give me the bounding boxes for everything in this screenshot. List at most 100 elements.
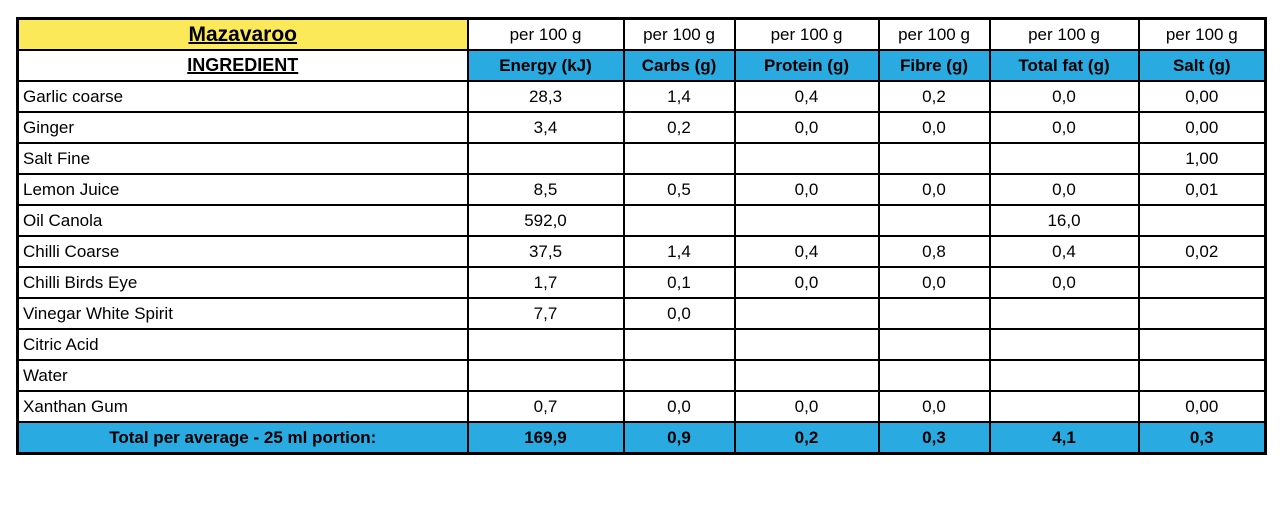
value-cell bbox=[622, 204, 736, 237]
total-fat-column-header: Total fat (g) bbox=[988, 49, 1140, 82]
total-value-cell: 169,9 bbox=[466, 421, 625, 455]
table-row: Chilli Birds Eye 1,7 0,1 0,0 0,0 0,0 bbox=[16, 266, 1267, 299]
value-cell bbox=[466, 142, 625, 175]
table-row: Water bbox=[16, 359, 1267, 392]
ingredient-cell: Oil Canola bbox=[16, 204, 469, 237]
value-cell: 0,0 bbox=[877, 390, 991, 423]
value-cell: 0,0 bbox=[733, 173, 880, 206]
value-cell: 0,0 bbox=[988, 111, 1140, 144]
value-cell bbox=[622, 142, 736, 175]
value-cell bbox=[733, 142, 880, 175]
value-cell bbox=[622, 328, 736, 361]
title-row: Mazavaroo per 100 g per 100 g per 100 g … bbox=[16, 17, 1267, 51]
value-cell: 0,1 bbox=[622, 266, 736, 299]
value-cell: 0,4 bbox=[733, 235, 880, 268]
value-cell: 0,2 bbox=[877, 80, 991, 113]
value-cell bbox=[877, 328, 991, 361]
unit-header-cell: per 100 g bbox=[877, 17, 991, 51]
ingredient-cell: Lemon Juice bbox=[16, 173, 469, 206]
value-cell bbox=[733, 328, 880, 361]
ingredient-cell: Chilli Coarse bbox=[16, 235, 469, 268]
value-cell: 0,0 bbox=[877, 173, 991, 206]
unit-header-cell: per 100 g bbox=[466, 17, 625, 51]
value-cell: 0,0 bbox=[622, 390, 736, 423]
ingredient-cell: Vinegar White Spirit bbox=[16, 297, 469, 330]
table-row: Vinegar White Spirit 7,7 0,0 bbox=[16, 297, 1267, 330]
value-cell: 0,0 bbox=[733, 390, 880, 423]
table-row: Oil Canola 592,0 16,0 bbox=[16, 204, 1267, 237]
value-cell: 7,7 bbox=[466, 297, 625, 330]
value-cell bbox=[877, 297, 991, 330]
value-cell: 3,4 bbox=[466, 111, 625, 144]
unit-header-cell: per 100 g bbox=[622, 17, 736, 51]
value-cell bbox=[466, 359, 625, 392]
unit-header-cell: per 100 g bbox=[1137, 17, 1267, 51]
value-cell bbox=[1137, 204, 1267, 237]
value-cell: 16,0 bbox=[988, 204, 1140, 237]
table-row: Chilli Coarse 37,5 1,4 0,4 0,8 0,4 0,02 bbox=[16, 235, 1267, 268]
value-cell bbox=[988, 142, 1140, 175]
value-cell bbox=[1137, 297, 1267, 330]
value-cell: 0,0 bbox=[988, 80, 1140, 113]
value-cell bbox=[877, 142, 991, 175]
total-value-cell: 0,3 bbox=[877, 421, 991, 455]
table-row: Garlic coarse 28,3 1,4 0,4 0,2 0,0 0,00 bbox=[16, 80, 1267, 113]
value-cell: 0,8 bbox=[877, 235, 991, 268]
ingredient-cell: Ginger bbox=[16, 111, 469, 144]
value-cell: 1,4 bbox=[622, 235, 736, 268]
value-cell bbox=[988, 359, 1140, 392]
value-cell bbox=[622, 359, 736, 392]
total-value-cell: 0,3 bbox=[1137, 421, 1267, 455]
value-cell: 0,0 bbox=[733, 111, 880, 144]
ingredient-cell: Xanthan Gum bbox=[16, 390, 469, 423]
column-header-row: INGREDIENT Energy (kJ) Carbs (g) Protein… bbox=[16, 49, 1267, 82]
value-cell: 0,00 bbox=[1137, 390, 1267, 423]
table-row: Citric Acid bbox=[16, 328, 1267, 361]
nutrition-table: Mazavaroo per 100 g per 100 g per 100 g … bbox=[16, 17, 1267, 455]
value-cell: 1,4 bbox=[622, 80, 736, 113]
value-cell bbox=[733, 297, 880, 330]
table-row: Salt Fine 1,00 bbox=[16, 142, 1267, 175]
ingredient-column-header: INGREDIENT bbox=[16, 49, 469, 82]
value-cell bbox=[1137, 359, 1267, 392]
value-cell bbox=[1137, 328, 1267, 361]
value-cell: 0,01 bbox=[1137, 173, 1267, 206]
value-cell: 0,0 bbox=[622, 297, 736, 330]
unit-header-cell: per 100 g bbox=[988, 17, 1140, 51]
ingredient-cell: Citric Acid bbox=[16, 328, 469, 361]
value-cell bbox=[877, 204, 991, 237]
table-title: Mazavaroo bbox=[16, 17, 469, 51]
total-value-cell: 4,1 bbox=[988, 421, 1140, 455]
protein-column-header: Protein (g) bbox=[733, 49, 880, 82]
unit-header-cell: per 100 g bbox=[733, 17, 880, 51]
total-row: Total per average - 25 ml portion: 169,9… bbox=[16, 421, 1267, 455]
total-value-cell: 0,2 bbox=[733, 421, 880, 455]
value-cell: 592,0 bbox=[466, 204, 625, 237]
value-cell: 37,5 bbox=[466, 235, 625, 268]
value-cell bbox=[877, 359, 991, 392]
ingredient-cell: Water bbox=[16, 359, 469, 392]
value-cell bbox=[733, 359, 880, 392]
ingredient-cell: Salt Fine bbox=[16, 142, 469, 175]
total-row-label: Total per average - 25 ml portion: bbox=[16, 421, 469, 455]
value-cell bbox=[733, 204, 880, 237]
value-cell: 0,4 bbox=[988, 235, 1140, 268]
energy-column-header: Energy (kJ) bbox=[466, 49, 625, 82]
value-cell: 0,00 bbox=[1137, 80, 1267, 113]
value-cell: 0,0 bbox=[877, 266, 991, 299]
salt-column-header: Salt (g) bbox=[1137, 49, 1267, 82]
value-cell: 0,0 bbox=[988, 173, 1140, 206]
value-cell: 0,0 bbox=[733, 266, 880, 299]
value-cell: 0,02 bbox=[1137, 235, 1267, 268]
value-cell: 0,0 bbox=[988, 266, 1140, 299]
value-cell: 1,7 bbox=[466, 266, 625, 299]
value-cell: 0,00 bbox=[1137, 111, 1267, 144]
carbs-column-header: Carbs (g) bbox=[622, 49, 736, 82]
value-cell bbox=[988, 297, 1140, 330]
value-cell: 1,00 bbox=[1137, 142, 1267, 175]
value-cell bbox=[466, 328, 625, 361]
table-row: Ginger 3,4 0,2 0,0 0,0 0,0 0,00 bbox=[16, 111, 1267, 144]
value-cell: 8,5 bbox=[466, 173, 625, 206]
value-cell: 0,5 bbox=[622, 173, 736, 206]
value-cell: 0,7 bbox=[466, 390, 625, 423]
